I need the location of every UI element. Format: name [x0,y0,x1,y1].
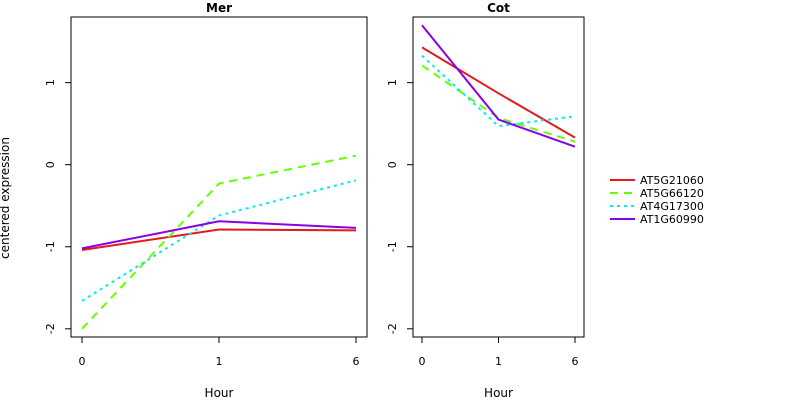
panel-frame [412,16,585,338]
legend-label: AT5G66120 [640,187,704,200]
chart-panels: Mer 0 1 6 Hour -2 -1 0 1 Cot 0 1 6 Hour -2 -1 0 1 [44,1,585,400]
series-line-at5g21060 [81,228,357,252]
x-tick-label: 0 [79,355,86,368]
y-tick-label: 0 [44,161,57,168]
x-tick-label: 0 [419,355,426,368]
x-tick-label: 6 [353,355,360,368]
series-line-at1g60990 [421,24,576,148]
y-axis-label: centered expression [0,137,12,259]
x-tick-label: 6 [572,355,579,368]
series-line-at1g60990 [81,220,357,250]
y-tick-label: -2 [386,323,399,334]
series-line-at5g66120 [81,154,357,330]
y-tick-label: 1 [386,79,399,86]
x-axis-label: Hour [205,386,234,400]
y-tick-label: 0 [386,161,399,168]
x-tick-label: 1 [495,355,502,368]
legend-label: AT5G21060 [640,174,704,187]
series-line-at4g17300 [81,179,357,302]
series-line-at5g66120 [421,64,576,143]
series-line-at5g21060 [421,46,576,139]
y-tick-label: 1 [44,79,57,86]
x-tick-label: 1 [216,355,223,368]
panel-title: Mer [206,1,232,15]
x-axis-label: Hour [484,386,513,400]
panel-mer: Mer 0 1 6 Hour -2 -1 0 1 [44,1,368,400]
legend-label: AT4G17300 [640,200,704,213]
y-tick-label: -1 [44,241,57,252]
legend-label: AT1G60990 [640,213,704,226]
panel-frame [70,16,368,338]
panel-title: Cot [487,1,510,15]
panel-cot: Cot 0 1 6 Hour -2 -1 0 1 [386,1,585,400]
y-tick-label: -1 [386,241,399,252]
y-tick-label: -2 [44,323,57,334]
series-line-at4g17300 [421,54,576,128]
